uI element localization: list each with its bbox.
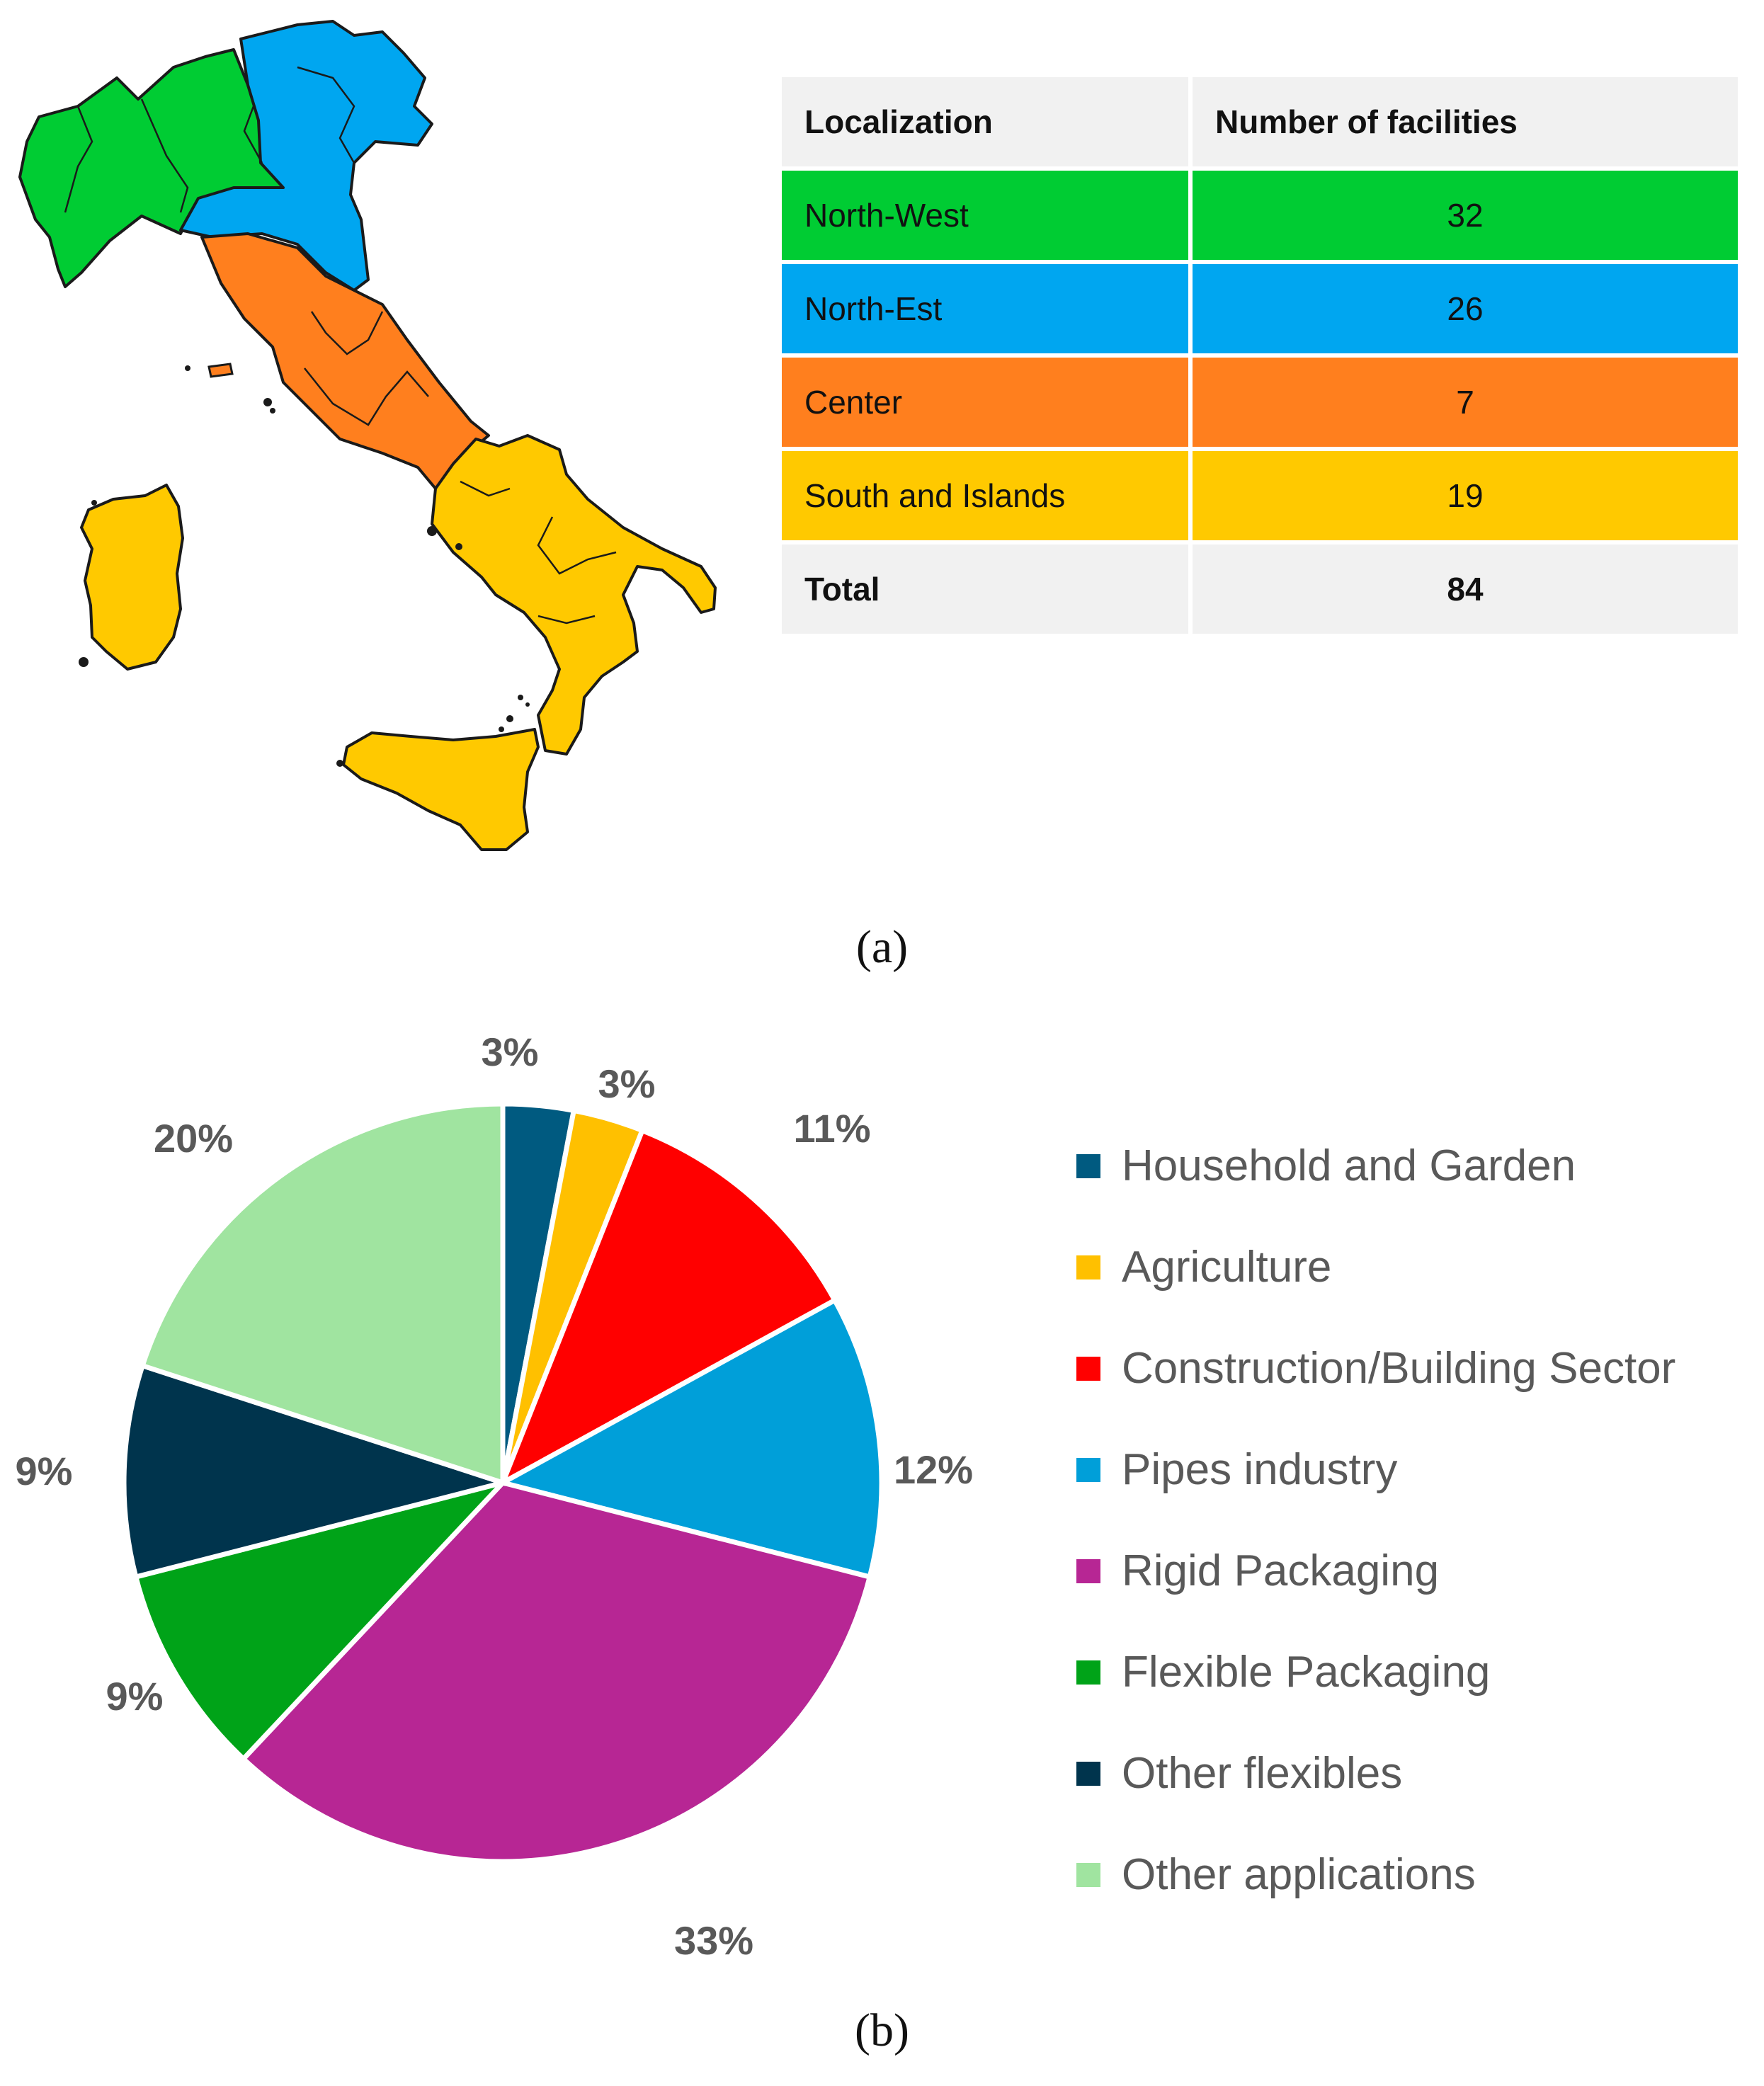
pie-data-label: 3% <box>482 1030 539 1074</box>
pie-slice-pipes-industry <box>496 1296 884 1580</box>
pie-chart: 3% 3% 11% 12% 33% 9% 9% 20% <box>16 1030 974 1963</box>
pie-slices <box>121 1101 884 1864</box>
legend-label: Other flexibles <box>1122 1749 1403 1798</box>
pie-data-label: 3% <box>598 1061 656 1106</box>
pie-data-label: 12% <box>894 1447 973 1492</box>
table-header-row: Localization Number of facilities <box>782 77 1738 166</box>
map-region-sardinia <box>80 484 184 671</box>
map-small-islands <box>79 365 530 767</box>
legend-item: Pipes industry <box>1076 1419 1756 1520</box>
count-cell: 26 <box>1193 264 1738 353</box>
caption-a: (a) <box>855 921 909 973</box>
legend-swatch <box>1076 1153 1100 1178</box>
caption-b: (b) <box>855 2005 909 2056</box>
facilities-table: Localization Number of facilities North-… <box>778 73 1742 638</box>
pie-data-label: 33% <box>674 1918 753 1963</box>
pie-data-label: 9% <box>16 1449 73 1493</box>
pie-data-label: 9% <box>106 1674 164 1719</box>
pie-slice-construction-building-sector <box>498 1127 838 1488</box>
italy-map <box>18 20 717 851</box>
pie-slice-rigid-packaging <box>239 1480 873 1864</box>
pie-legend: Household and Garden Agriculture Construct… <box>1076 1115 1756 1925</box>
legend-label: Flexible Packaging <box>1122 1648 1491 1697</box>
table-row: South and Islands 19 <box>782 451 1738 540</box>
legend-swatch <box>1076 1862 1100 1887</box>
count-cell: 19 <box>1193 451 1738 540</box>
map-region-sicily <box>342 728 540 851</box>
header-localization: Localization <box>782 77 1188 166</box>
legend-item: Agriculture <box>1076 1216 1756 1318</box>
legend-label: Pipes industry <box>1122 1445 1398 1494</box>
legend-item: Rigid Packaging <box>1076 1520 1756 1622</box>
count-cell: 7 <box>1193 358 1738 447</box>
legend-label: Rigid Packaging <box>1122 1546 1440 1595</box>
pie-slice-other-applications <box>139 1101 506 1486</box>
total-count: 84 <box>1193 545 1738 634</box>
region-cell: Center <box>782 358 1188 447</box>
pie-data-label: 11% <box>794 1106 871 1151</box>
table-row: Center 7 <box>782 358 1738 447</box>
legend-label: Household and Garden <box>1122 1141 1576 1190</box>
region-cell: North-West <box>782 171 1188 260</box>
total-label: Total <box>782 545 1188 634</box>
map-elba <box>207 363 234 378</box>
map-region-south <box>431 434 717 756</box>
legend-swatch <box>1076 1255 1100 1279</box>
count-cell: 32 <box>1193 171 1738 260</box>
table-total-row: Total 84 <box>782 545 1738 634</box>
map-region-north-east <box>179 20 433 292</box>
legend-swatch <box>1076 1660 1100 1685</box>
legend-swatch <box>1076 1356 1100 1381</box>
legend-swatch <box>1076 1761 1100 1786</box>
legend-item: Other flexibles <box>1076 1723 1756 1824</box>
pie-slice-other-flexibles <box>121 1362 512 1580</box>
legend-swatch <box>1076 1457 1100 1482</box>
legend-item: Other applications <box>1076 1824 1756 1925</box>
pie-data-label: 20% <box>154 1116 233 1161</box>
legend-item: Household and Garden <box>1076 1115 1756 1216</box>
legend-label: Agriculture <box>1122 1243 1332 1292</box>
table-row: North-West 32 <box>782 171 1738 260</box>
legend-item: Construction/Building Sector <box>1076 1318 1756 1419</box>
legend-label: Other applications <box>1122 1850 1476 1899</box>
region-cell: North-Est <box>782 264 1188 353</box>
header-number-of-facilities: Number of facilities <box>1193 77 1738 166</box>
region-cell: South and Islands <box>782 451 1188 540</box>
pie-labels: 3% 3% 11% 12% 33% 9% 9% 20% <box>16 1030 974 1963</box>
legend-item: Flexible Packaging <box>1076 1622 1756 1723</box>
legend-swatch <box>1076 1558 1100 1583</box>
map-region-borders <box>64 66 617 625</box>
table-row: North-Est 26 <box>782 264 1738 353</box>
legend-label: Construction/Building Sector <box>1122 1344 1676 1393</box>
pie-slice-flexible-packaging <box>132 1478 511 1762</box>
